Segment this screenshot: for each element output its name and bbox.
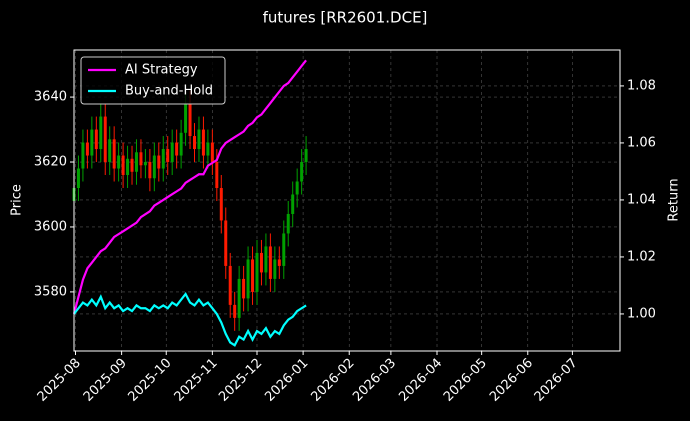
candle-body <box>193 136 197 150</box>
candle-body <box>90 129 94 156</box>
candle-body <box>291 194 295 214</box>
line-series <box>73 291 307 347</box>
candle-body <box>161 149 165 169</box>
chart-title: futures [RR2601.DCE] <box>263 9 428 27</box>
candle-body <box>179 132 183 156</box>
candle-body <box>259 252 263 273</box>
candle-body <box>197 129 201 150</box>
candle-body <box>282 233 286 266</box>
candle-body <box>188 103 192 137</box>
candle-body <box>143 162 147 166</box>
candle-body <box>233 304 237 318</box>
candle-body <box>126 158 130 176</box>
candle-body <box>94 129 98 150</box>
candle-body <box>121 155 125 176</box>
candle-body <box>170 142 174 163</box>
candle-body <box>76 168 80 188</box>
legend-label: AI Strategy <box>125 63 198 78</box>
candle-body <box>139 152 143 166</box>
y2-tick-label: 1.02 <box>627 249 656 264</box>
y-tick-label: 3620 <box>34 155 67 170</box>
y2-axis-label: Return <box>667 178 682 221</box>
candle-body <box>157 155 161 169</box>
legend-box <box>80 56 226 105</box>
candle-body <box>112 139 116 169</box>
line-series <box>72 59 307 315</box>
candle-body <box>219 187 223 221</box>
candle-body <box>210 142 214 163</box>
candle-body <box>264 246 268 273</box>
candle-body <box>148 162 152 179</box>
candle-body <box>228 265 232 305</box>
legend-label: Buy-and-Hold <box>125 84 213 99</box>
candle-body <box>184 103 188 133</box>
candle-body <box>81 142 85 169</box>
candle-body <box>206 142 210 156</box>
candle-body <box>273 259 277 279</box>
candle-body <box>268 246 272 279</box>
y-tick-label: 3640 <box>34 90 67 105</box>
candle-body <box>108 139 112 163</box>
candle-body <box>175 142 179 156</box>
candle-body <box>85 142 89 156</box>
candle-body <box>134 152 138 172</box>
y-tick-label: 3580 <box>34 284 67 299</box>
candle-body <box>286 213 290 234</box>
candle-body <box>242 278 246 299</box>
candle-body <box>255 252 259 292</box>
y-axis-label: Price <box>10 184 25 216</box>
candle-body <box>215 162 219 188</box>
candle-body <box>300 162 304 182</box>
y2-tick-label: 1.00 <box>627 306 656 321</box>
candle-body <box>304 149 308 163</box>
candle-body <box>166 149 170 163</box>
candle-body <box>130 158 134 172</box>
y-tick-label: 3600 <box>34 219 67 234</box>
y2-tick-label: 1.04 <box>627 192 656 207</box>
candle-body <box>224 220 228 266</box>
candle-body <box>103 116 107 163</box>
y2-tick-label: 1.08 <box>627 78 656 93</box>
candle-body <box>251 259 255 292</box>
candle-body <box>99 116 103 150</box>
y2-tick-label: 1.06 <box>627 135 656 150</box>
candle-body <box>295 181 299 195</box>
plot-frame <box>73 49 621 352</box>
candle-body <box>277 259 281 266</box>
candle-body <box>246 259 250 299</box>
candle-body <box>237 278 241 318</box>
candle-body <box>152 155 156 179</box>
candle-body <box>117 155 121 169</box>
candle-body <box>201 129 205 156</box>
